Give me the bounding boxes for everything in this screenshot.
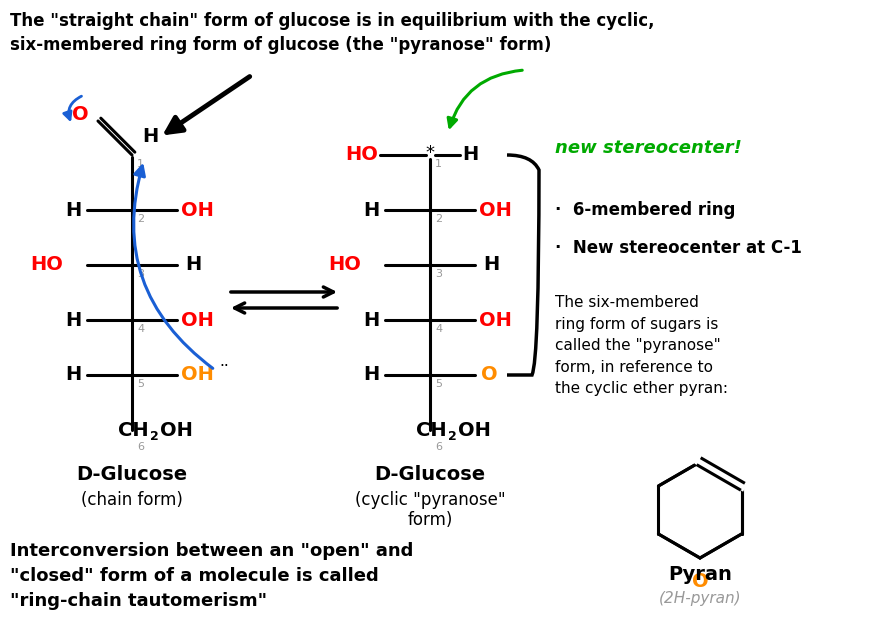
Text: H: H: [65, 365, 81, 384]
Text: H: H: [363, 311, 379, 329]
Text: 3: 3: [435, 269, 442, 279]
Text: form): form): [407, 511, 453, 529]
FancyArrowPatch shape: [167, 77, 249, 132]
Text: OH: OH: [181, 311, 214, 329]
Text: 6: 6: [137, 442, 144, 452]
Text: H: H: [65, 200, 81, 219]
Text: 5: 5: [435, 379, 442, 389]
Text: 1: 1: [137, 159, 144, 169]
Text: OH: OH: [458, 420, 491, 440]
Text: H: H: [483, 256, 500, 275]
Text: OH: OH: [181, 365, 214, 384]
Text: ·  New stereocenter at C-1: · New stereocenter at C-1: [555, 239, 802, 257]
Text: 2: 2: [435, 214, 442, 224]
FancyArrowPatch shape: [64, 96, 81, 120]
Text: CH: CH: [118, 420, 148, 440]
Text: H: H: [462, 146, 478, 164]
Text: The six-membered
ring form of sugars is
called the "pyranose"
form, in reference: The six-membered ring form of sugars is …: [555, 295, 728, 396]
Text: OH: OH: [160, 420, 193, 440]
Text: HO: HO: [345, 146, 378, 164]
Text: HO: HO: [328, 256, 361, 275]
Text: 3: 3: [137, 269, 144, 279]
Text: H: H: [363, 200, 379, 219]
Text: CH: CH: [416, 420, 446, 440]
Text: ·  6-membered ring: · 6-membered ring: [555, 201, 735, 219]
Text: H: H: [363, 365, 379, 384]
Text: 4: 4: [137, 324, 144, 334]
Text: O: O: [481, 365, 498, 384]
Text: 5: 5: [137, 379, 144, 389]
Text: *: *: [426, 144, 434, 162]
Text: 2: 2: [448, 430, 457, 444]
Text: OH: OH: [479, 200, 512, 219]
Text: The "straight chain" form of glucose is in equilibrium with the cyclic,
six-memb: The "straight chain" form of glucose is …: [10, 12, 655, 54]
Text: (2H-pyran): (2H-pyran): [658, 590, 741, 605]
Text: 4: 4: [435, 324, 442, 334]
FancyArrowPatch shape: [133, 166, 213, 369]
Text: (chain form): (chain form): [81, 491, 183, 509]
Text: Interconversion between an "open" and
"closed" form of a molecule is called
"rin: Interconversion between an "open" and "c…: [10, 542, 413, 610]
Text: new stereocenter!: new stereocenter!: [555, 139, 742, 157]
Text: H: H: [65, 311, 81, 329]
Text: (cyclic "pyranose": (cyclic "pyranose": [355, 491, 505, 509]
Text: OH: OH: [479, 311, 512, 329]
Text: O: O: [691, 572, 708, 591]
Text: OH: OH: [181, 200, 214, 219]
Text: 1: 1: [435, 159, 442, 169]
Text: 6: 6: [435, 442, 442, 452]
Text: H: H: [142, 127, 158, 147]
Text: ··: ··: [219, 360, 228, 374]
Text: H: H: [185, 256, 201, 275]
Text: D-Glucose: D-Glucose: [374, 466, 486, 484]
Text: O: O: [72, 105, 88, 125]
Text: 2: 2: [150, 430, 159, 444]
Text: 2: 2: [137, 214, 144, 224]
Text: Pyran: Pyran: [668, 566, 732, 585]
Text: HO: HO: [31, 256, 63, 275]
Text: D-Glucose: D-Glucose: [77, 466, 187, 484]
FancyArrowPatch shape: [448, 70, 522, 127]
